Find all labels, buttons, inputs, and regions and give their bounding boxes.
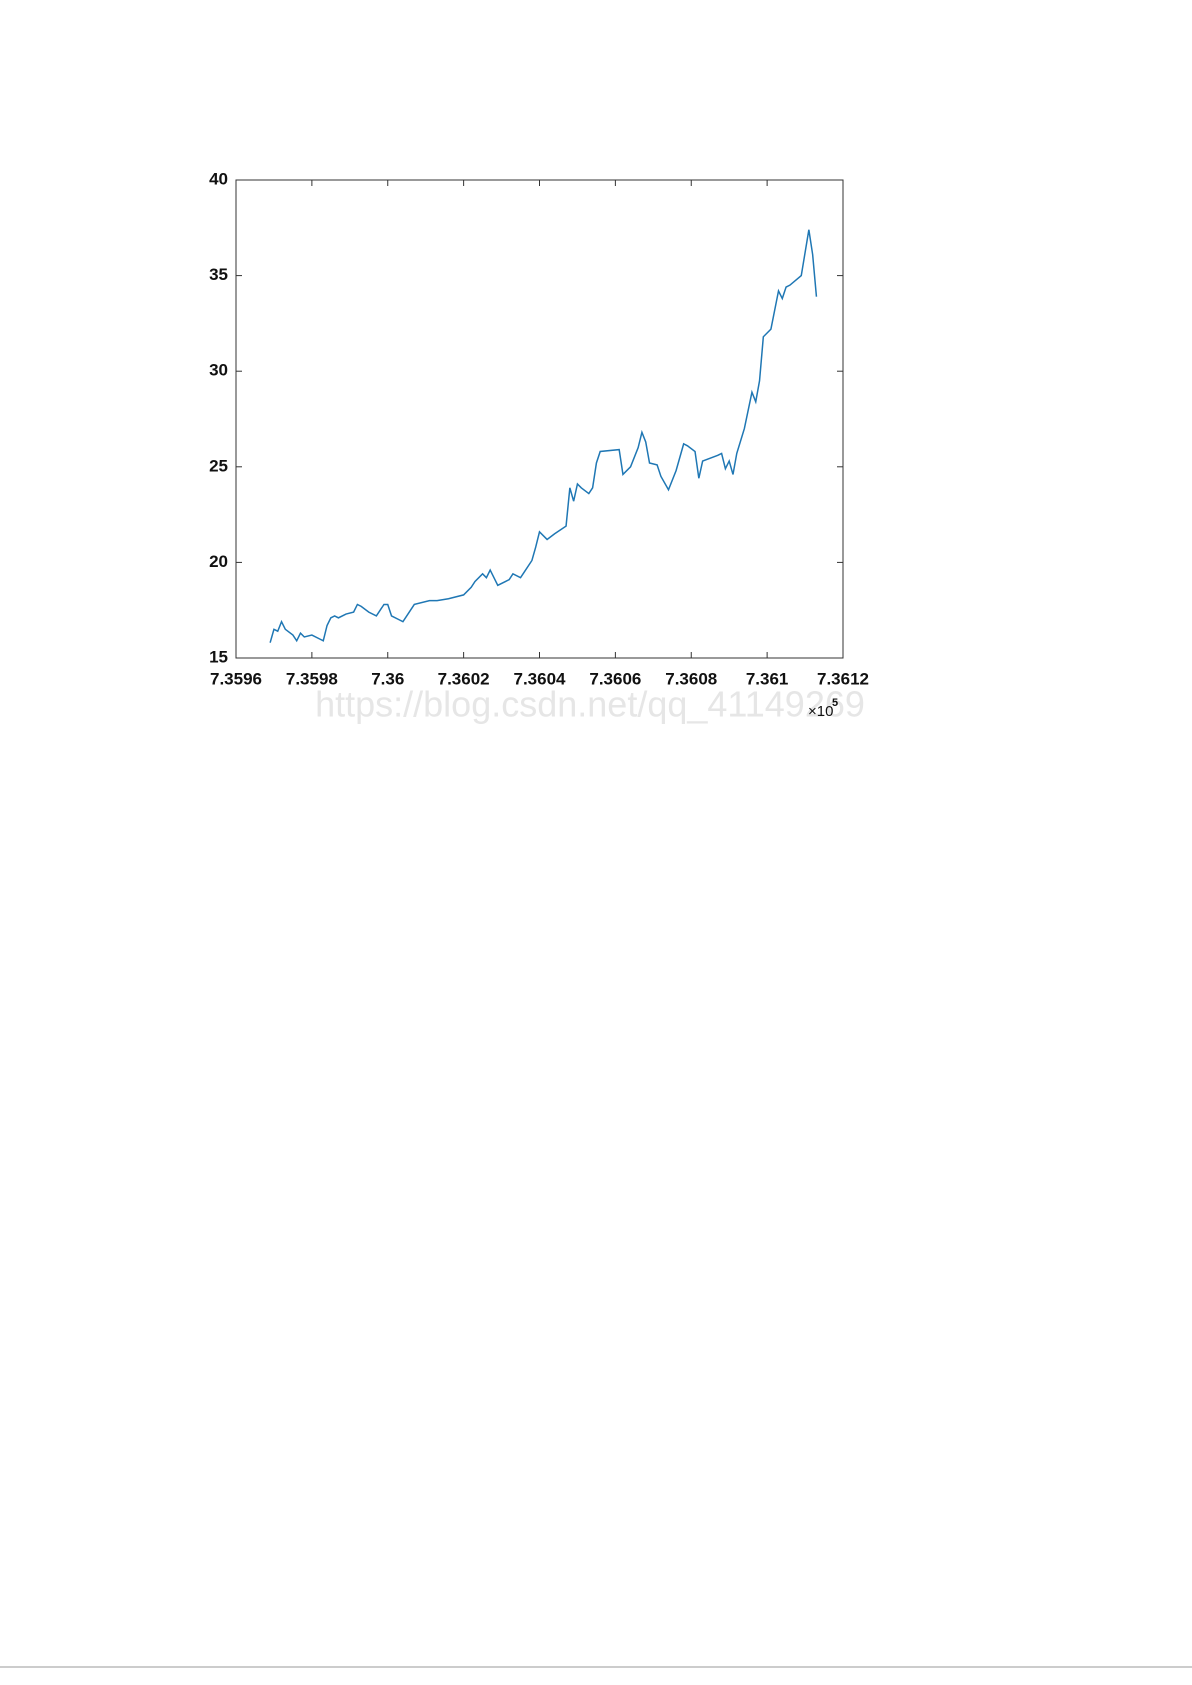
data-line: [269, 229, 818, 643]
watermark: https://blog.csdn.net/qq_41149269: [315, 684, 865, 725]
y-tick-label: 25: [209, 456, 228, 475]
x-tick-label: 7.3612: [817, 669, 869, 688]
y-tick-label: 15: [209, 647, 228, 666]
x-tick-label: 7.3598: [286, 669, 338, 688]
x-tick-label: 7.3596: [210, 669, 262, 688]
x-tick-label: 7.3608: [665, 669, 717, 688]
y-tick-label: 35: [209, 265, 228, 284]
x-tick-label: 7.3602: [438, 669, 490, 688]
x-exponent: 5: [832, 697, 838, 709]
y-tick-label: 40: [209, 169, 228, 188]
x-tick-label: 7.3604: [514, 669, 567, 688]
y-tick-label: 20: [209, 552, 228, 571]
x-tick-label: 7.36: [371, 669, 404, 688]
x-tick-label: 7.3606: [589, 669, 641, 688]
x-multiplier: ×10: [808, 703, 833, 720]
x-tick-label: 7.361: [746, 669, 789, 688]
y-tick-label: 30: [209, 361, 228, 380]
